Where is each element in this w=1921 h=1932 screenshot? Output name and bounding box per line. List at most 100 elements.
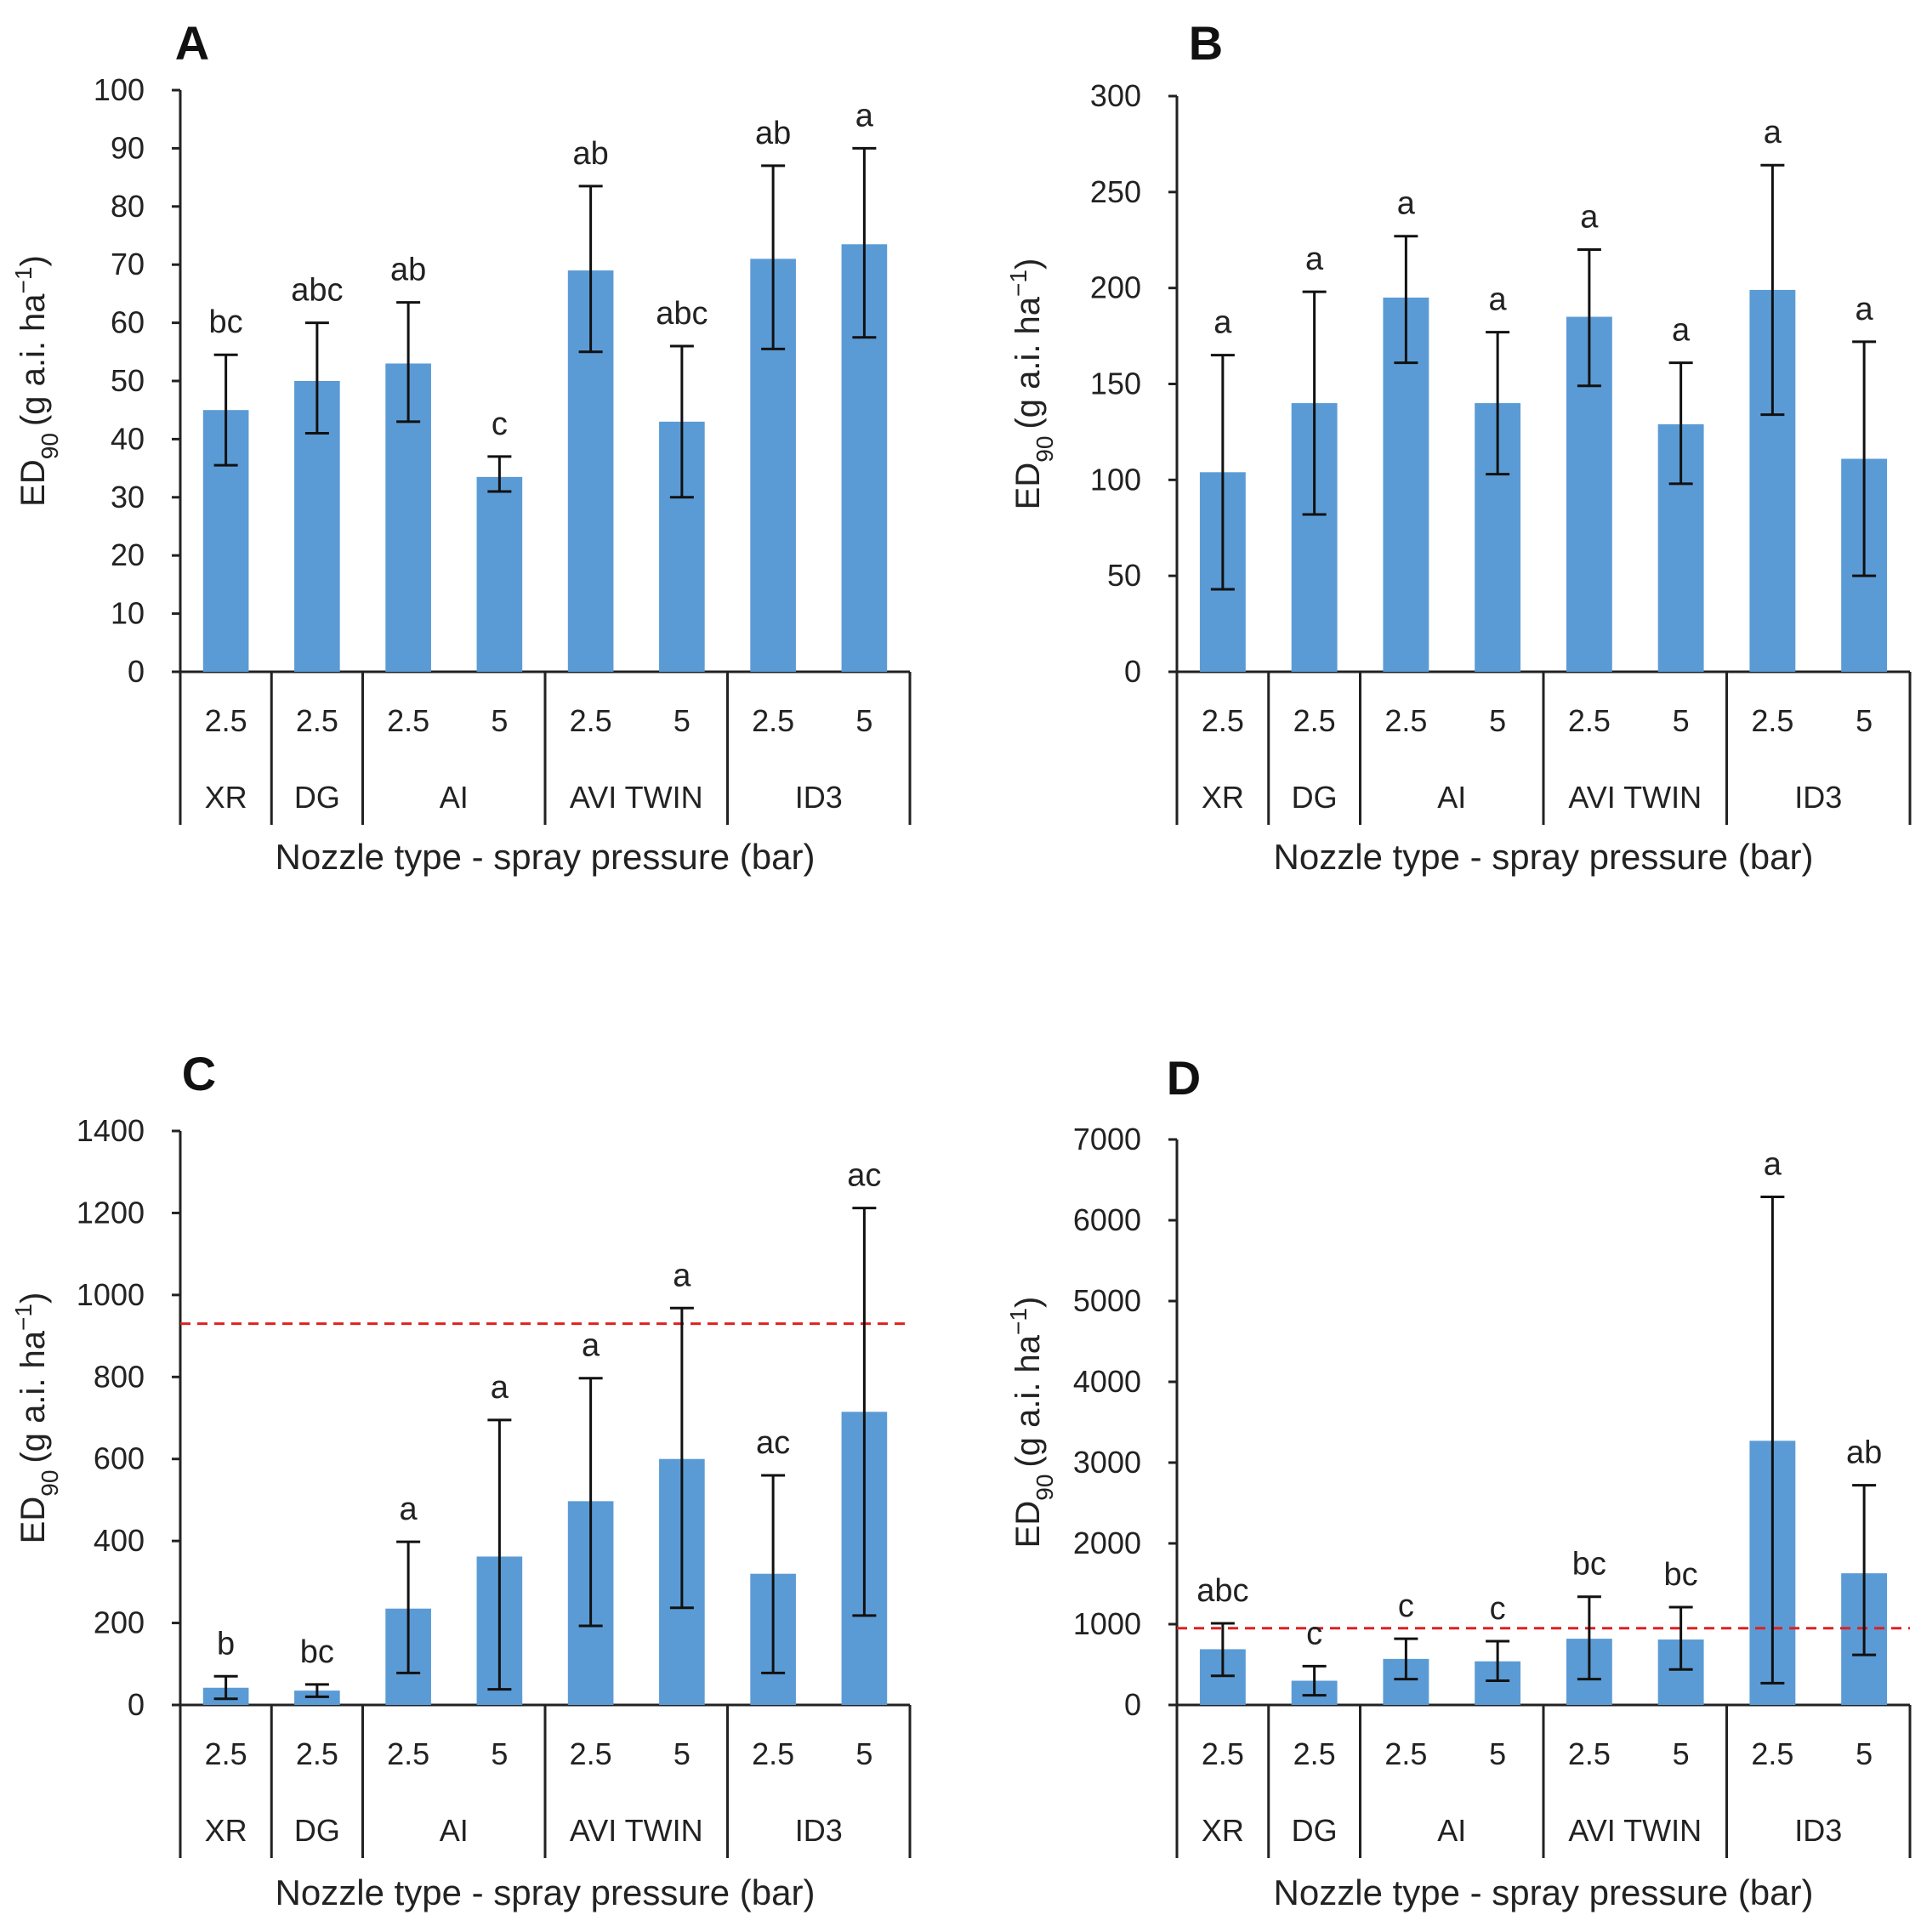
- x-tick-label: 5: [855, 703, 872, 738]
- y-tick-label: 0: [1124, 1687, 1141, 1722]
- significance-letter: a: [1856, 292, 1874, 327]
- significance-letter: a: [1672, 313, 1691, 349]
- x-tick-label: 2.5: [1202, 703, 1244, 738]
- group-label: ID3: [795, 780, 843, 815]
- significance-letter: a: [1764, 115, 1782, 151]
- group-label: AVI TWIN: [1568, 1813, 1702, 1848]
- y-tick-label: 7000: [1073, 1122, 1141, 1156]
- y-tick-label: 1000: [77, 1277, 145, 1312]
- y-tick-label: 0: [128, 1687, 145, 1722]
- x-tick-label: 2.5: [1202, 1736, 1244, 1771]
- significance-letter: bc: [1664, 1557, 1698, 1593]
- x-axis-label: Nozzle type - spray pressure (bar): [276, 1872, 816, 1912]
- x-tick-label: 2.5: [387, 1736, 429, 1771]
- significance-letter: a: [1580, 200, 1599, 236]
- significance-letter: ac: [756, 1425, 790, 1461]
- significance-letter: c: [1306, 1616, 1322, 1651]
- group-label: AI: [1437, 1813, 1466, 1848]
- y-tick-label: 90: [111, 130, 145, 165]
- significance-letter: bc: [1572, 1547, 1606, 1583]
- y-tick-label: 100: [94, 72, 145, 107]
- panel-label: A: [175, 16, 209, 70]
- x-tick-label: 2.5: [1384, 703, 1427, 738]
- y-tick-label: 200: [1090, 270, 1141, 305]
- x-tick-label: 5: [1673, 703, 1690, 738]
- y-tick-label: 1400: [77, 1113, 145, 1148]
- significance-letter: ab: [390, 253, 426, 288]
- x-tick-label: 2.5: [1751, 703, 1793, 738]
- x-tick-label: 5: [491, 703, 508, 738]
- x-tick-label: 2.5: [570, 1736, 612, 1771]
- group-label: XR: [205, 780, 247, 815]
- group-label: ID3: [1794, 780, 1842, 815]
- significance-letter: ab: [755, 116, 791, 151]
- group-label: AVI TWIN: [1568, 780, 1702, 815]
- significance-letter: a: [1764, 1146, 1782, 1182]
- group-label: XR: [205, 1813, 247, 1848]
- y-tick-label: 60: [111, 305, 145, 340]
- y-tick-label: 50: [1107, 558, 1141, 593]
- x-tick-label: 5: [1856, 1736, 1873, 1771]
- group-label: XR: [1202, 780, 1244, 815]
- y-tick-label: 100: [1090, 462, 1141, 497]
- panel-label: D: [1167, 1051, 1201, 1105]
- significance-letter: ab: [1846, 1435, 1882, 1471]
- x-tick-label: 2.5: [752, 1736, 794, 1771]
- significance-letter: a: [1489, 282, 1508, 318]
- panel-label: C: [182, 1047, 216, 1100]
- x-tick-label: 2.5: [1751, 1736, 1793, 1771]
- y-tick-label: 400: [94, 1523, 145, 1558]
- x-tick-label: 2.5: [752, 703, 794, 738]
- group-label: ID3: [1794, 1813, 1842, 1848]
- panel-label: B: [1189, 16, 1223, 70]
- significance-letter: a: [491, 1370, 509, 1406]
- x-tick-label: 2.5: [570, 703, 612, 738]
- x-tick-label: 2.5: [1568, 1736, 1611, 1771]
- y-tick-label: 3000: [1073, 1445, 1141, 1480]
- group-label: AI: [440, 780, 469, 815]
- significance-letter: bc: [300, 1634, 334, 1670]
- y-tick-label: 10: [111, 596, 145, 631]
- significance-letter: b: [217, 1626, 235, 1662]
- group-label: AI: [440, 1813, 469, 1848]
- y-tick-label: 6000: [1073, 1202, 1141, 1237]
- group-label: ID3: [795, 1813, 843, 1848]
- group-label: DG: [294, 780, 340, 815]
- significance-letter: ab: [572, 136, 608, 172]
- group-label: XR: [1202, 1813, 1244, 1848]
- x-tick-label: 5: [491, 1736, 508, 1771]
- significance-letter: ac: [847, 1158, 881, 1194]
- significance-letter: abc: [291, 273, 343, 309]
- x-tick-label: 2.5: [387, 703, 429, 738]
- significance-letter: abc: [1196, 1573, 1248, 1609]
- significance-letter: abc: [656, 296, 708, 332]
- y-tick-label: 40: [111, 421, 145, 456]
- x-tick-label: 2.5: [1384, 1736, 1427, 1771]
- y-tick-label: 1200: [77, 1195, 145, 1230]
- chart-panel-b: B 0 50 100 150 200 250 300 a a a a a a a a 2.5 2.5 2.5 5 2.5…: [1005, 16, 1912, 877]
- y-tick-label: 200: [94, 1605, 145, 1640]
- y-tick-label: 4000: [1073, 1364, 1141, 1399]
- x-tick-label: 5: [1489, 703, 1506, 738]
- significance-letter: a: [673, 1258, 691, 1293]
- y-tick-label: 70: [111, 247, 145, 281]
- y-tick-label: 2000: [1073, 1526, 1141, 1560]
- x-tick-label: 2.5: [205, 1736, 247, 1771]
- significance-letter: a: [1397, 186, 1416, 222]
- x-tick-label: 5: [855, 1736, 872, 1771]
- y-tick-label: 5000: [1073, 1283, 1141, 1318]
- y-tick-label: 0: [1124, 654, 1141, 689]
- x-axis-label: Nozzle type - spray pressure (bar): [1274, 1872, 1814, 1912]
- x-tick-label: 2.5: [205, 703, 247, 738]
- y-axis-label: ED90(g a.i. ha−1): [1005, 1297, 1058, 1548]
- group-label: AVI TWIN: [570, 1813, 703, 1848]
- y-tick-label: 1000: [1073, 1606, 1141, 1641]
- significance-letter: c: [1398, 1588, 1414, 1624]
- x-tick-label: 5: [1489, 1736, 1506, 1771]
- group-label: DG: [294, 1813, 340, 1848]
- group-label: AI: [1437, 780, 1466, 815]
- group-label: DG: [1292, 1813, 1338, 1848]
- bar: [476, 476, 523, 672]
